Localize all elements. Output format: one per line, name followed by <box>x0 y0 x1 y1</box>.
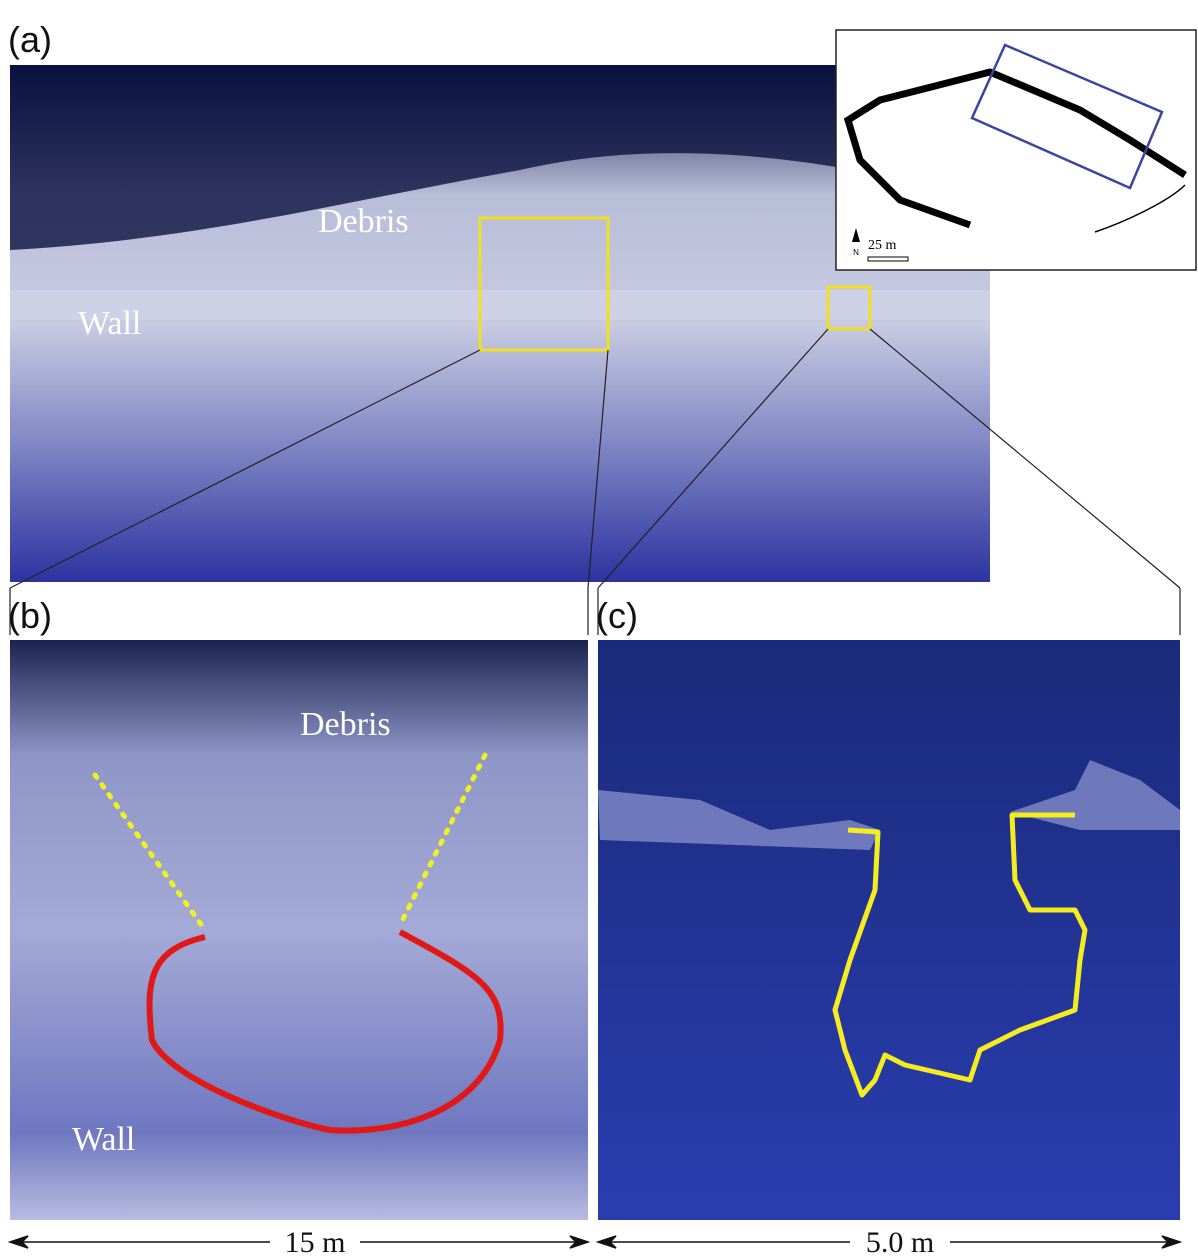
scale-arrows <box>10 1236 1180 1248</box>
north-label: N <box>853 248 859 257</box>
point-cloud-image <box>598 640 1180 1220</box>
scale-label: 5.0 m <box>866 1226 934 1257</box>
annotation: Debris <box>300 706 391 743</box>
annotation: Debris <box>318 203 409 240</box>
scale-label: 15 m <box>285 1226 346 1257</box>
annotation: Wall <box>72 1121 135 1158</box>
wall-band <box>10 290 990 320</box>
annotation: Wall <box>78 305 141 342</box>
panel-label: (c) <box>596 595 638 636</box>
inset-scale: 25 m <box>868 238 897 253</box>
panel-label: (a) <box>8 19 52 60</box>
panel-label: (b) <box>8 595 52 636</box>
figure: (a) Debris Wall N 25 m (b) Debris Wall (… <box>0 0 1198 1257</box>
